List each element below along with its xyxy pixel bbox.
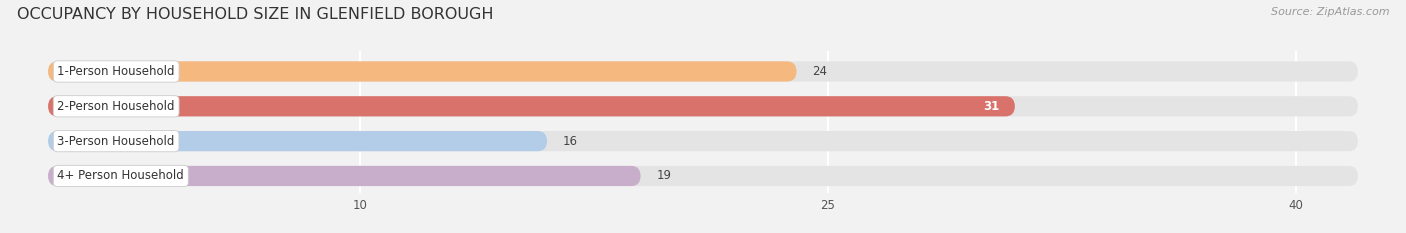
- Text: Source: ZipAtlas.com: Source: ZipAtlas.com: [1271, 7, 1389, 17]
- Text: 4+ Person Household: 4+ Person Household: [58, 169, 184, 182]
- FancyBboxPatch shape: [48, 96, 1358, 116]
- FancyBboxPatch shape: [48, 166, 641, 186]
- Text: 31: 31: [983, 100, 1000, 113]
- Text: 19: 19: [657, 169, 671, 182]
- FancyBboxPatch shape: [48, 96, 1015, 116]
- Text: 16: 16: [562, 135, 578, 148]
- Text: OCCUPANCY BY HOUSEHOLD SIZE IN GLENFIELD BOROUGH: OCCUPANCY BY HOUSEHOLD SIZE IN GLENFIELD…: [17, 7, 494, 22]
- Text: 24: 24: [813, 65, 827, 78]
- Text: 2-Person Household: 2-Person Household: [58, 100, 174, 113]
- FancyBboxPatch shape: [48, 61, 797, 82]
- FancyBboxPatch shape: [48, 166, 1358, 186]
- FancyBboxPatch shape: [48, 131, 547, 151]
- FancyBboxPatch shape: [48, 131, 1358, 151]
- FancyBboxPatch shape: [48, 61, 1358, 82]
- Text: 1-Person Household: 1-Person Household: [58, 65, 174, 78]
- Text: 3-Person Household: 3-Person Household: [58, 135, 174, 148]
